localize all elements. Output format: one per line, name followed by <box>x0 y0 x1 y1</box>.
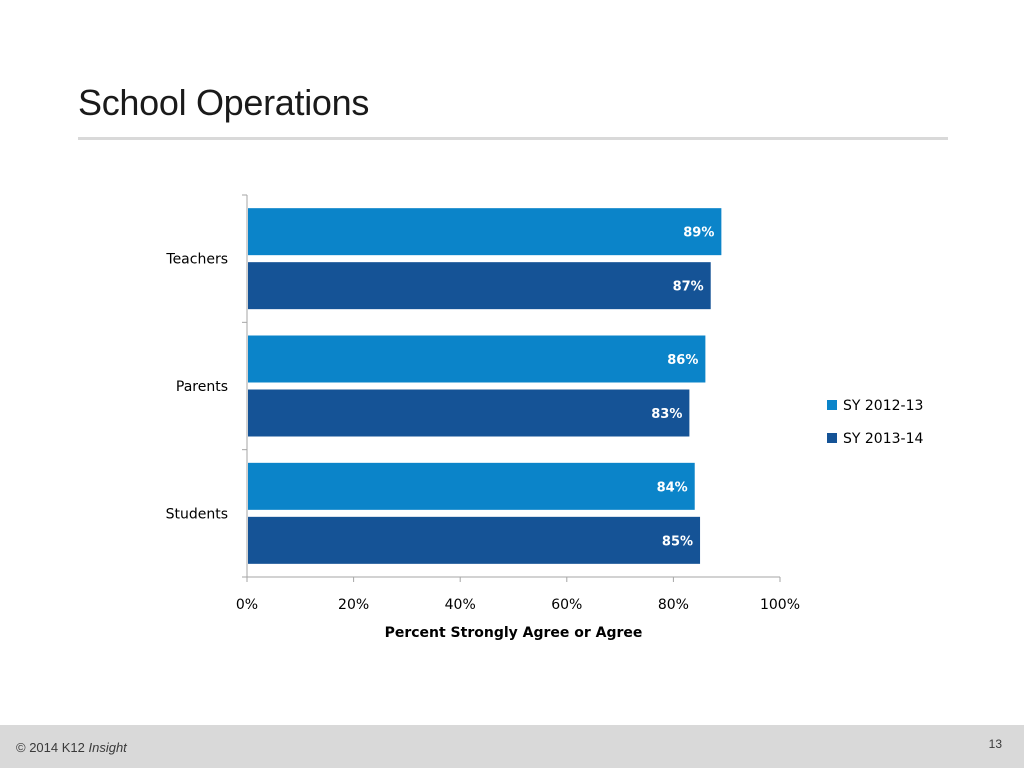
data-label: 84% <box>657 480 688 495</box>
x-axis-title: Percent Strongly Agree or Agree <box>385 625 643 641</box>
data-label: 87% <box>673 280 704 295</box>
x-tick-label: 60% <box>551 597 582 613</box>
data-label: 83% <box>651 407 682 422</box>
x-tick-label: 40% <box>445 597 476 613</box>
copyright-text: © 2014 K12 Insight <box>16 740 127 755</box>
legend-label: SY 2012-13 <box>843 398 923 414</box>
data-label: 89% <box>683 226 714 241</box>
slide-title: School Operations <box>78 82 370 123</box>
legend-label: SY 2013-14 <box>843 431 923 447</box>
page-number: 13 <box>988 737 1002 751</box>
bar-parents-series-2 <box>248 389 690 437</box>
footer-bar: © 2014 K12 Insight 13 <box>0 725 1024 768</box>
x-tick-label: 20% <box>338 597 369 613</box>
bar-students-series-2 <box>248 516 701 564</box>
category-label: Students <box>166 506 228 522</box>
data-label: 86% <box>667 353 698 368</box>
x-tick-label: 0% <box>236 597 258 613</box>
legend-swatch <box>827 400 837 410</box>
bar-chart: 89% 87% Teachers 86% 83% Parents 84% 85% Student… <box>165 194 923 641</box>
legend-swatch <box>827 433 837 443</box>
x-tick-label: 100% <box>760 597 800 613</box>
title-divider <box>78 137 948 140</box>
category-label: Parents <box>176 379 228 395</box>
bar-students-series-1 <box>248 462 695 510</box>
data-label: 85% <box>662 534 693 549</box>
category-label: Teachers <box>165 252 228 268</box>
bar-teachers-series-2 <box>248 262 711 310</box>
x-tick-label: 80% <box>658 597 689 613</box>
bar-parents-series-1 <box>248 335 706 383</box>
bar-teachers-series-1 <box>248 208 722 256</box>
brand-name: Insight <box>88 740 127 755</box>
